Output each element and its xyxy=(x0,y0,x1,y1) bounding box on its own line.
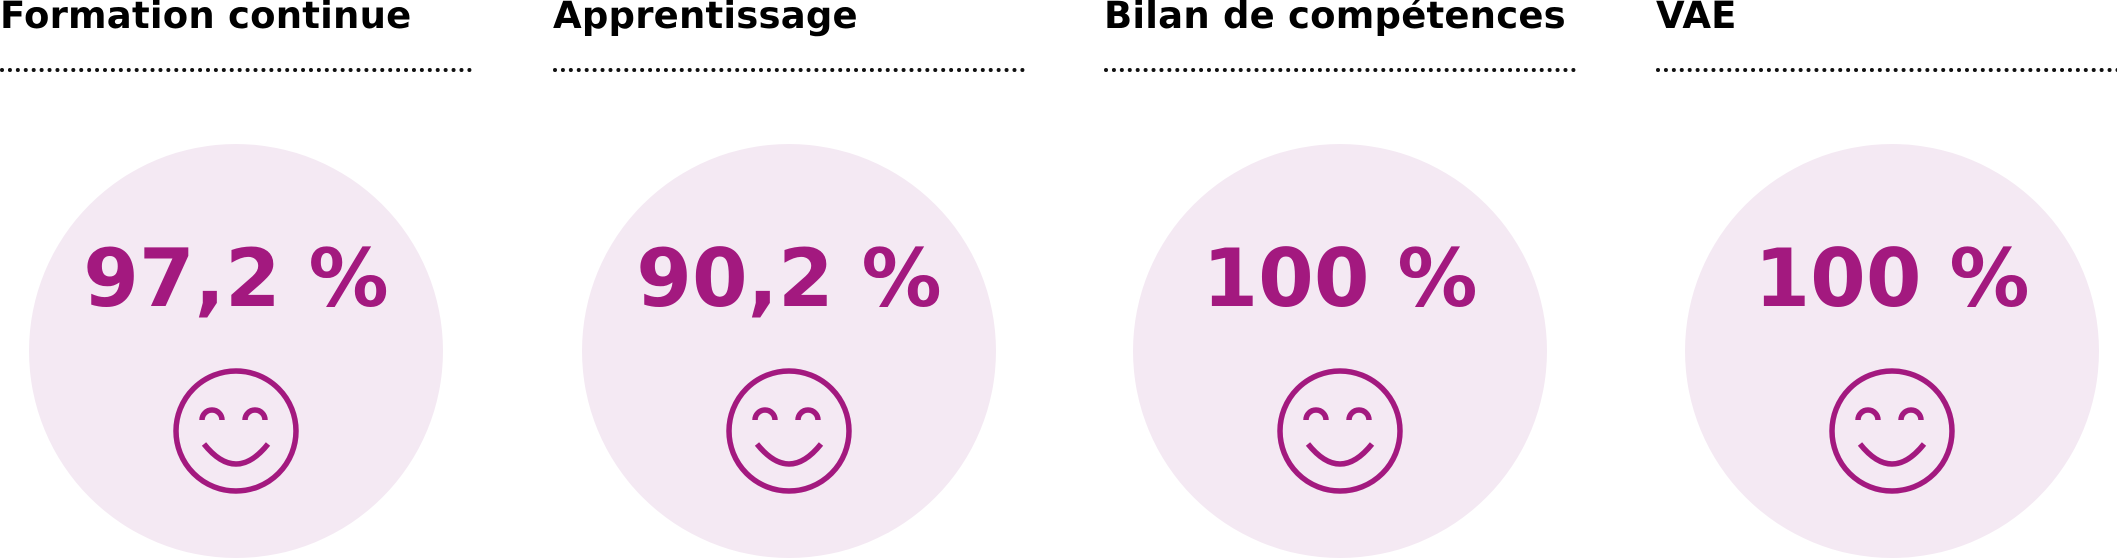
stat-title: Bilan de compétences xyxy=(1104,0,1566,37)
stat-card: Formation continue 97,2 % xyxy=(0,0,472,558)
smiley-icon xyxy=(726,368,852,494)
smiley-icon xyxy=(1829,368,1955,494)
smiley-icon xyxy=(173,368,299,494)
dotted-divider xyxy=(1656,68,2117,72)
dotted-divider xyxy=(0,68,472,72)
stat-circle: 90,2 % xyxy=(582,144,996,558)
stat-value: 97,2 % xyxy=(83,232,389,325)
stat-circle: 100 % xyxy=(1133,144,1547,558)
stat-value: 100 % xyxy=(1202,232,1478,325)
stat-circle: 97,2 % xyxy=(29,144,443,558)
dotted-divider xyxy=(1104,68,1576,72)
stat-value: 100 % xyxy=(1754,232,2030,325)
stat-value: 90,2 % xyxy=(636,232,942,325)
smiley-icon xyxy=(1277,368,1403,494)
stat-title: VAE xyxy=(1656,0,1737,37)
dotted-divider xyxy=(553,68,1025,72)
stat-card: Bilan de compétences 100 % xyxy=(1104,0,1576,558)
stat-card: VAE 100 % xyxy=(1656,0,2117,558)
stat-title: Formation continue xyxy=(0,0,412,37)
stat-card: Apprentissage 90,2 % xyxy=(553,0,1025,558)
stat-title: Apprentissage xyxy=(553,0,858,37)
stat-circle: 100 % xyxy=(1685,144,2099,558)
